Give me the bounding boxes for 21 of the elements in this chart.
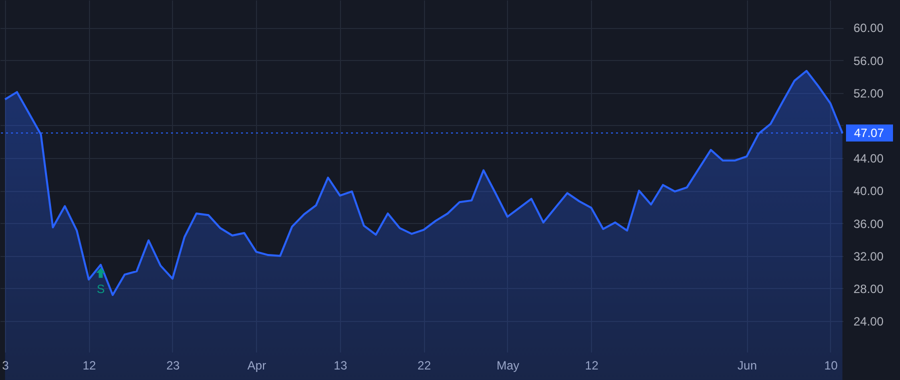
x-tick-label: Apr (247, 358, 266, 372)
x-tick-label: May (496, 358, 520, 372)
y-tick-label: 52.00 (854, 86, 884, 100)
y-tick-label: 44.00 (854, 152, 884, 166)
y-tick-label: 40.00 (854, 184, 884, 198)
ref-line-label: 47.07 (854, 126, 884, 140)
x-tick-label: 3 (2, 358, 10, 372)
y-tick-label: 60.00 (854, 21, 884, 36)
x-tick-label: 10 (824, 358, 838, 372)
y-tick-label: 28.00 (854, 282, 884, 296)
y-tick-label: 32.00 (854, 249, 884, 264)
y-tick-label: 56.00 (854, 54, 884, 68)
annotation: S (96, 282, 105, 296)
x-tick-label: 12 (82, 358, 96, 372)
x-tick-label: 22 (418, 358, 432, 372)
y-tick-label: 24.00 (854, 314, 884, 329)
x-tick-label: 23 (166, 358, 180, 372)
x-tick-label: Jun (738, 358, 757, 372)
y-tick-label: 36.00 (854, 216, 884, 231)
x-tick-label: 13 (334, 358, 348, 372)
x-tick-label: 12 (585, 358, 599, 372)
